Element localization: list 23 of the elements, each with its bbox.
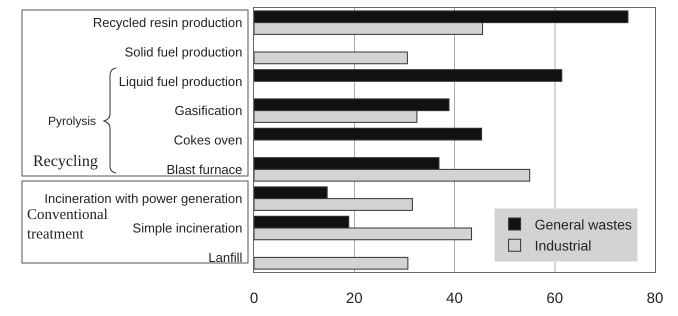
y-tick-label: Gasification — [174, 103, 242, 118]
bar — [254, 52, 408, 64]
y-tick-label: Recycled resin production — [92, 15, 242, 30]
x-tick-label: 60 — [546, 290, 564, 307]
x-tick-label: 80 — [646, 290, 664, 307]
x-tick-label: 40 — [446, 290, 463, 307]
legend-label: Industrial — [534, 238, 592, 254]
x-tick-label: 20 — [346, 290, 363, 307]
text: Recycling — [33, 153, 98, 170]
y-tick-label: Simple incineration — [132, 220, 242, 236]
y-tick-label: Solid fuel production — [124, 44, 242, 60]
bar — [254, 128, 482, 140]
bar — [254, 256, 408, 270]
y-tick-label: Cokes oven — [174, 132, 242, 148]
y-tick-label: Lanfill — [208, 250, 243, 265]
x-tick-label: 0 — [250, 290, 258, 307]
text: Pyrolysis — [48, 114, 96, 128]
y-tick-label: Incineration with power generation — [44, 191, 242, 206]
bar — [254, 69, 562, 82]
text: Conventional treatment — [27, 207, 108, 242]
y-tick-label: Liquid fuel production — [118, 74, 242, 89]
y-tick-label: Blast furnace — [166, 162, 242, 177]
legend-label: General wastes — [534, 216, 632, 232]
